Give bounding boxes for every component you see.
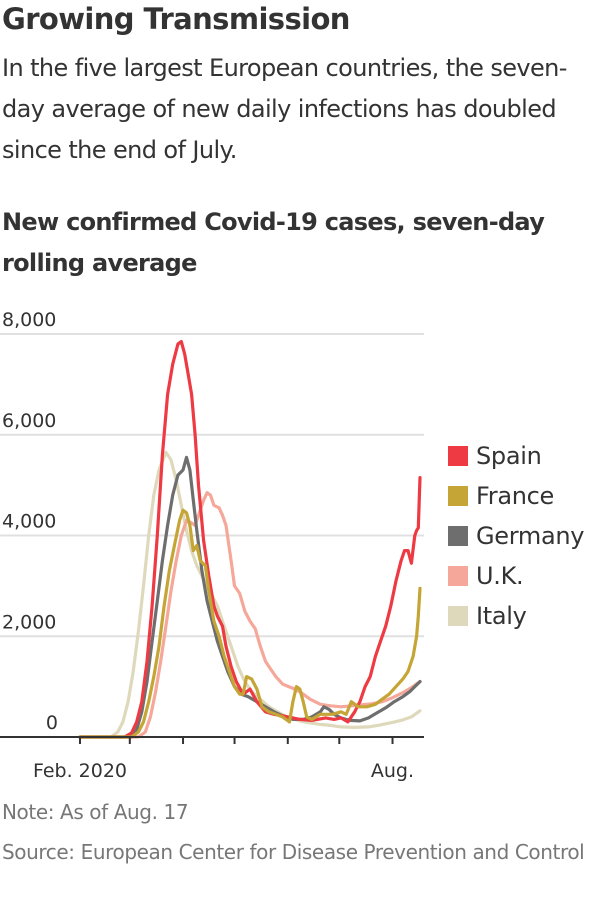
series-line-france [78,508,422,739]
note: Note: As of Aug. 17 [2,800,189,824]
series-line-spain [78,340,422,739]
series-line-germany [78,455,422,739]
legend-item-uk: U.K. [448,556,584,596]
legend-label: Germany [476,522,585,550]
series-line-italy [78,450,422,739]
legend-swatch [448,566,468,586]
series-layer [78,340,422,739]
legend-item-france: France [448,476,584,516]
legend: Spain France Germany U.K. Italy [448,436,585,636]
legend-label: France [476,482,555,510]
legend-swatch [448,606,468,626]
chart-headline: Growing Transmission [2,2,350,36]
legend-label: U.K. [476,562,524,590]
legend-swatch [448,526,468,546]
y-tick-label: 0 [46,712,58,734]
chart-subtitle: In the five largest European countries, … [2,54,567,164]
grid-layer [0,333,424,638]
y-tick-label: 6,000 [2,410,56,432]
legend-label: Italy [476,602,527,630]
y-tick-label: 8,000 [2,309,56,331]
legend-swatch [448,446,468,466]
y-tick-label: 2,000 [2,611,56,633]
x-tick-label: Feb. 2020 [33,760,127,782]
y-tick-label: 4,000 [2,511,56,533]
legend-swatch [448,486,468,506]
legend-item-italy: Italy [448,596,584,636]
axis-layer: 0 2,000 4,000 6,000 8,000 Feb. 2020 Aug. [0,309,424,782]
x-tick-label: Aug. [371,760,414,782]
legend-item-spain: Spain [448,436,584,476]
chart-title: New confirmed Covid-19 cases, seven-day … [2,208,545,277]
line-chart: 0 2,000 4,000 6,000 8,000 Feb. 2020 Aug. [0,309,424,782]
series-line-uk [78,491,422,739]
legend-label: Spain [476,442,542,470]
source: Source: European Center for Disease Prev… [2,840,585,864]
legend-item-germany: Germany [448,516,585,556]
